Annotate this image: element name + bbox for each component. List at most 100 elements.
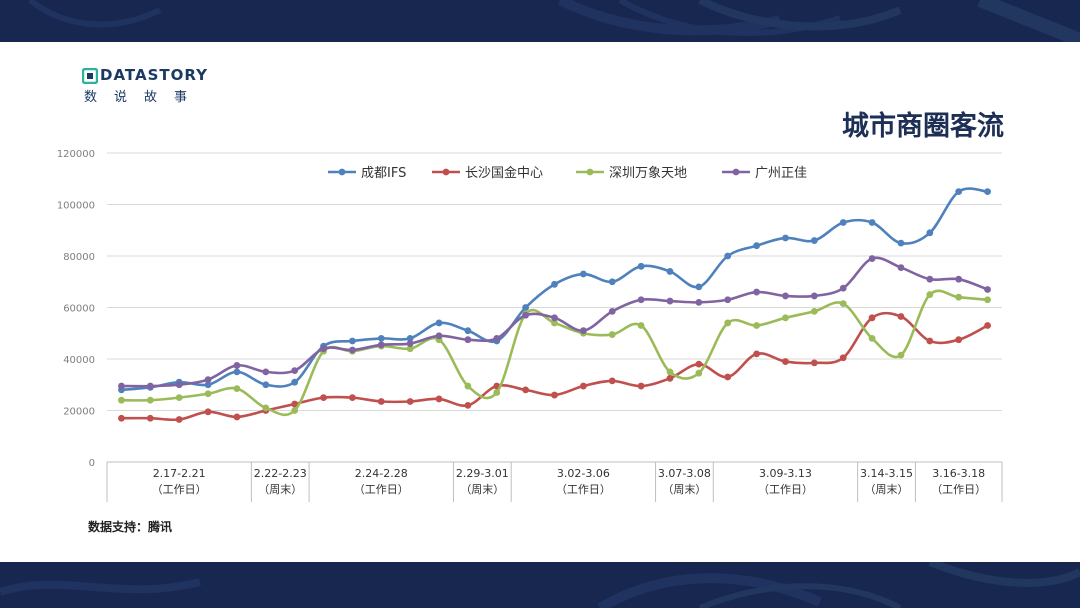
data-point (782, 358, 789, 365)
data-point (175, 416, 183, 423)
data-point (464, 336, 472, 344)
y-tick-label: 80000 (63, 252, 95, 263)
data-point (204, 408, 212, 416)
data-point (435, 319, 443, 327)
data-point (955, 336, 963, 344)
data-point (753, 322, 760, 329)
data-point (377, 335, 385, 342)
data-point (406, 345, 414, 353)
y-tick-label: 100000 (57, 201, 95, 212)
legend-marker (338, 168, 346, 176)
data-point (291, 367, 299, 374)
x-group-label: 2.24-2.28 (355, 467, 408, 480)
data-point (493, 389, 501, 396)
logo-mark-icon (82, 68, 98, 84)
data-point (522, 304, 530, 311)
y-tick-label: 120000 (57, 149, 95, 160)
data-point (175, 381, 183, 389)
data-point (897, 351, 905, 359)
data-point (868, 314, 876, 322)
footer-band (0, 562, 1080, 608)
data-point (579, 270, 587, 278)
data-point (926, 337, 934, 345)
data-point (695, 369, 703, 377)
data-point (291, 400, 299, 408)
data-point (464, 327, 472, 335)
data-point (146, 382, 154, 390)
x-group-sublabel: （周末） (258, 482, 302, 496)
decorative-swirl (28, 0, 1080, 42)
data-point (349, 394, 356, 402)
data-point (551, 280, 558, 288)
logo-subtitle: 数说故事 (84, 90, 205, 105)
data-point (984, 296, 991, 304)
data-point (320, 345, 327, 353)
data-point (666, 374, 674, 382)
legend-marker (442, 168, 450, 176)
data-point (118, 414, 125, 422)
source-note: 数据支持：腾讯 (88, 520, 173, 534)
data-point (349, 346, 356, 354)
data-point (146, 396, 154, 404)
x-group-sublabel: （工作日） (556, 483, 611, 496)
data-point (377, 341, 385, 349)
logo-wordmark: DATASTORY (100, 66, 208, 84)
data-point (868, 219, 876, 226)
data-point (233, 362, 241, 369)
x-group-sublabel: （周末） (865, 482, 909, 496)
data-point (984, 188, 991, 196)
x-group-sublabel: （工作日） (152, 483, 207, 496)
legend-label: 广州正佳 (755, 166, 807, 181)
data-point (551, 391, 558, 399)
data-point (810, 359, 818, 367)
data-point (724, 296, 732, 304)
x-group-sublabel: （工作日） (758, 483, 813, 496)
data-point (118, 382, 125, 390)
data-point (839, 219, 847, 226)
data-point (666, 368, 674, 376)
data-point (637, 262, 645, 270)
data-point (522, 386, 530, 394)
legend-label: 长沙国金中心 (465, 165, 543, 181)
data-point (204, 390, 212, 398)
data-point (464, 382, 472, 390)
data-point (955, 188, 963, 196)
x-group-sublabel: （工作日） (931, 483, 986, 496)
y-tick-label: 60000 (63, 304, 95, 315)
data-point (262, 381, 270, 389)
x-group-label: 2.22-2.23 (254, 467, 307, 480)
data-point (204, 381, 212, 389)
data-point (897, 313, 905, 320)
data-point (406, 340, 414, 347)
x-group-sublabel: （工作日） (354, 483, 409, 496)
y-tick-label: 20000 (63, 407, 95, 418)
data-point (435, 332, 443, 340)
series-line-0 (121, 187, 988, 392)
data-point (204, 376, 212, 383)
data-point (897, 264, 905, 271)
data-point (810, 237, 818, 244)
data-point (291, 378, 299, 386)
data-point (233, 385, 241, 393)
data-point (926, 229, 934, 237)
data-point (695, 298, 703, 306)
decorative-swirl (0, 562, 1080, 608)
data-point (695, 360, 703, 368)
data-point (522, 311, 530, 319)
x-group-label: 2.17-2.21 (153, 467, 206, 480)
data-point (666, 297, 674, 305)
data-point (377, 398, 385, 405)
data-point (233, 368, 241, 376)
data-point (637, 322, 645, 329)
x-group-sublabel: （周末） (662, 482, 706, 496)
x-group-label: 3.16-3.18 (932, 467, 985, 480)
data-point (839, 300, 847, 308)
data-point (320, 394, 327, 402)
x-group-label: 3.07-3.08 (658, 467, 711, 480)
y-tick-label: 0 (89, 458, 95, 469)
data-point (608, 278, 616, 286)
data-point (637, 296, 645, 304)
data-point (724, 373, 732, 381)
data-point (666, 268, 674, 275)
data-point (839, 284, 847, 292)
